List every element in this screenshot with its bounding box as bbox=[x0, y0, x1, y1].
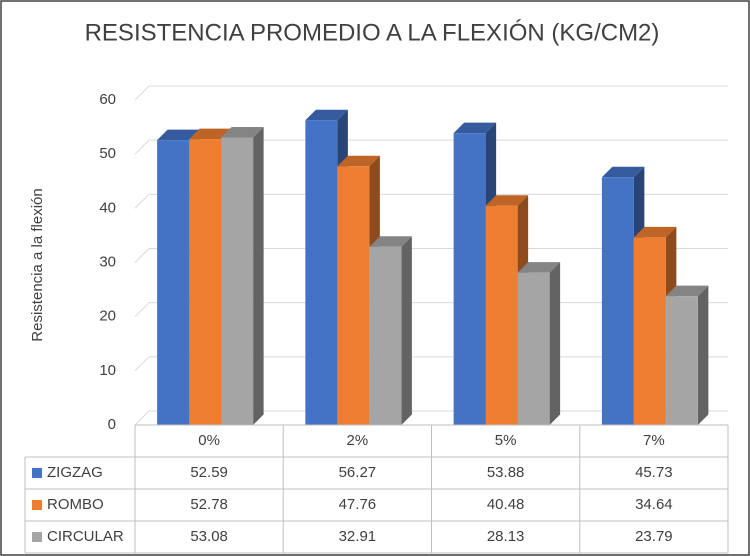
bar-top bbox=[665, 285, 709, 297]
bar-top bbox=[221, 126, 264, 138]
bar-top bbox=[305, 109, 348, 121]
legend-key bbox=[32, 500, 42, 510]
x-tick-label: 0% bbox=[198, 432, 220, 449]
bar bbox=[337, 166, 370, 426]
bar bbox=[633, 237, 666, 425]
table-value: 45.73 bbox=[635, 464, 673, 481]
bar-top bbox=[369, 236, 412, 247]
grid-line bbox=[134, 85, 728, 101]
table-value: 47.76 bbox=[339, 496, 377, 513]
bar bbox=[189, 139, 222, 425]
table-value: 28.13 bbox=[487, 528, 525, 545]
y-tick-label: 30 bbox=[99, 253, 116, 270]
x-tick-label: 2% bbox=[347, 432, 369, 449]
table-value: 32.91 bbox=[339, 528, 377, 545]
bar-side bbox=[549, 262, 561, 425]
legend-key bbox=[32, 532, 42, 542]
y-tick-label: 50 bbox=[99, 145, 116, 162]
bar-top bbox=[189, 128, 232, 140]
bar-side bbox=[401, 236, 412, 425]
y-axis-label: Resistencia a la flexión bbox=[29, 188, 46, 341]
legend-label: ROMBO bbox=[47, 496, 104, 513]
bar-side bbox=[253, 126, 264, 425]
bar-top bbox=[157, 129, 200, 141]
grid-line bbox=[134, 193, 728, 209]
table-value: 53.88 bbox=[487, 464, 525, 481]
y-tick-label: 60 bbox=[99, 91, 116, 108]
table-value: 40.48 bbox=[487, 496, 525, 513]
table-value: 23.79 bbox=[635, 528, 673, 545]
x-tick-label: 5% bbox=[495, 432, 517, 449]
x-tick-label: 7% bbox=[643, 432, 665, 449]
bar bbox=[157, 140, 190, 425]
table-value: 53.08 bbox=[190, 528, 228, 545]
bar-top bbox=[601, 166, 645, 178]
bar bbox=[665, 296, 698, 425]
legend-label: CIRCULAR bbox=[47, 528, 124, 545]
bar bbox=[369, 246, 402, 425]
bar-top bbox=[485, 195, 529, 206]
y-tick-label: 20 bbox=[99, 308, 116, 325]
bar bbox=[601, 177, 634, 425]
bar-top bbox=[337, 155, 380, 167]
table-value: 34.64 bbox=[635, 496, 673, 513]
bar bbox=[485, 205, 518, 425]
bar-top bbox=[633, 226, 677, 238]
bar-top bbox=[453, 122, 497, 134]
bar bbox=[221, 137, 254, 425]
grid-line bbox=[134, 248, 728, 263]
bar bbox=[517, 272, 550, 425]
table-value: 56.27 bbox=[339, 464, 377, 481]
y-tick-label: 10 bbox=[99, 362, 116, 379]
bar bbox=[305, 120, 338, 426]
table-value: 52.59 bbox=[190, 464, 228, 481]
legend-label: ZIGZAG bbox=[47, 464, 103, 481]
bar bbox=[453, 133, 486, 425]
table-value: 52.78 bbox=[190, 496, 228, 513]
y-tick-label: 0 bbox=[108, 416, 116, 433]
chart-title: RESISTENCIA PROMEDIO A LA FLEXIÓN (KG/CM… bbox=[85, 19, 660, 46]
bar-side bbox=[697, 285, 709, 425]
bar-top bbox=[517, 262, 561, 273]
y-tick-label: 40 bbox=[99, 199, 116, 216]
grid-line bbox=[134, 139, 728, 155]
legend-key bbox=[32, 468, 42, 478]
